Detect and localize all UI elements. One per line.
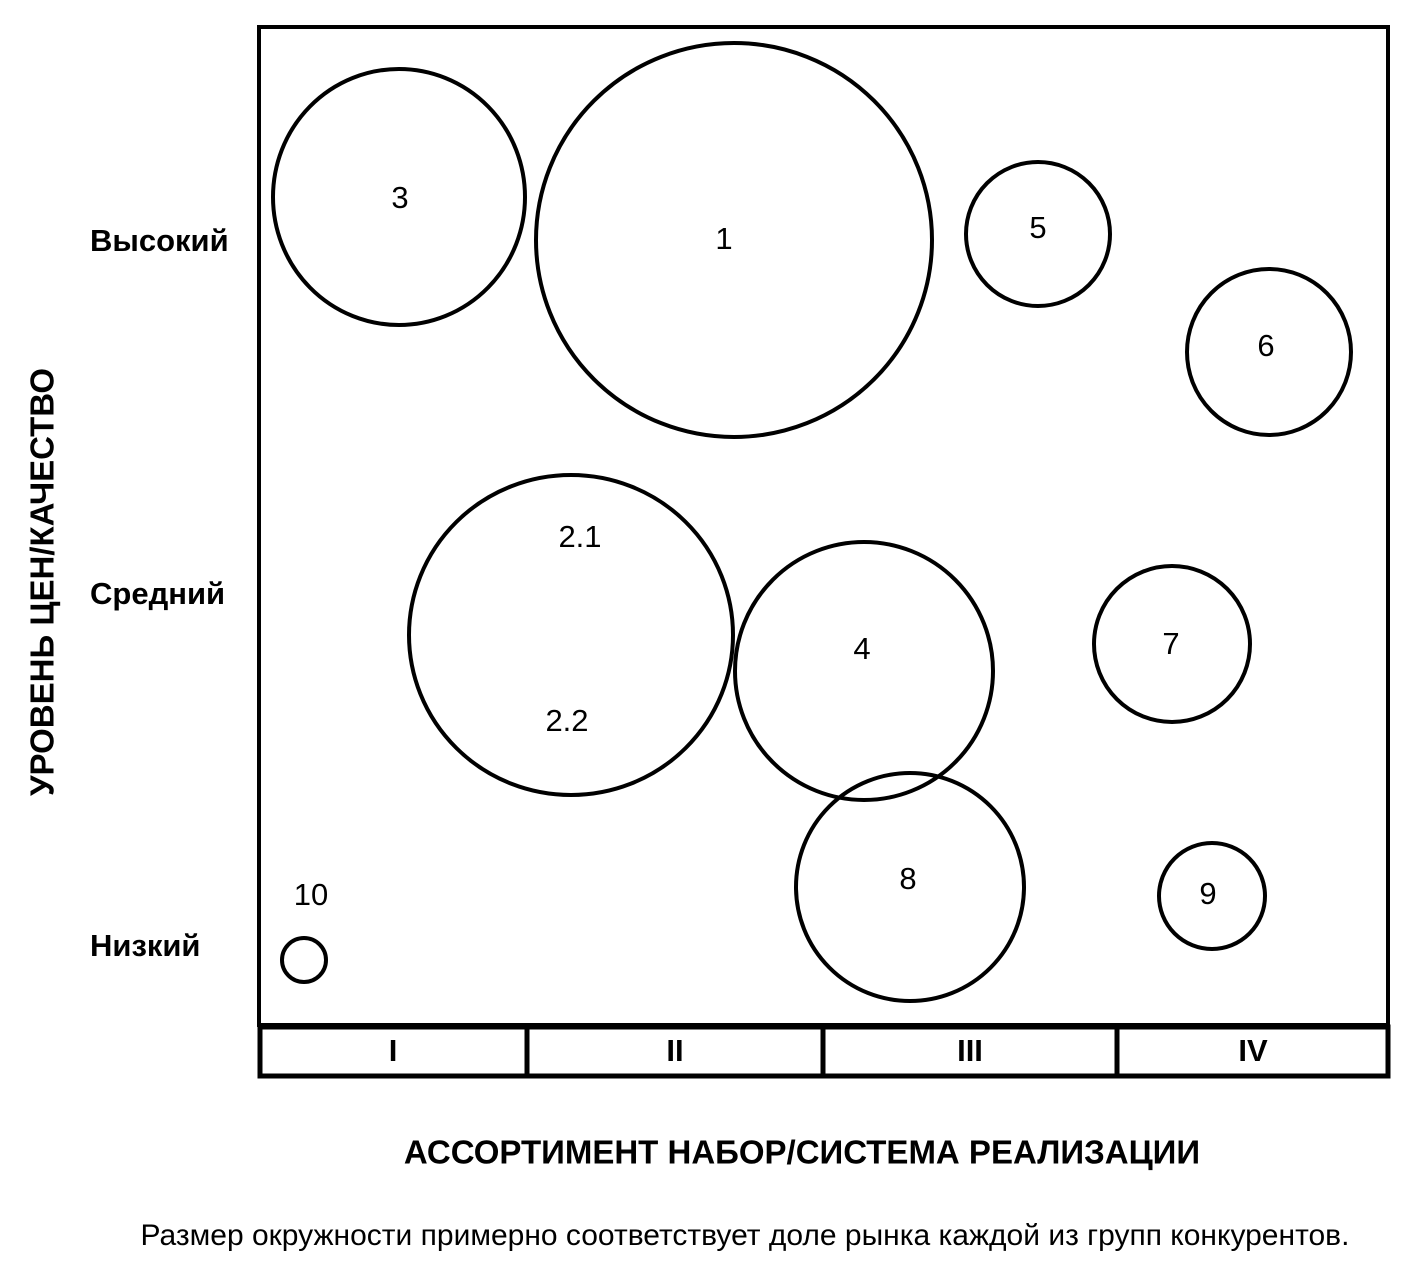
bubble-group-8: 8 [794,771,1026,1003]
y-axis-title: УРОВЕНЬ ЦЕН/КАЧЕСТВО [24,368,61,796]
segment-label-4: IV [1238,1033,1268,1068]
bubble-8-label: 8 [899,861,916,896]
bubble-group-10: 10 [280,877,328,984]
bubble-group-9: 9 [1157,841,1267,951]
bubble-4-label: 4 [853,631,870,666]
bubble-group-6: 6 [1185,267,1353,437]
x-axis-title: АССОРТИМЕНТ НАБОР/СИСТЕМА РЕАЛИЗАЦИИ [404,1134,1200,1171]
bubble-4-circle [733,540,995,802]
bubble-6-circle [1185,267,1353,437]
level-label-high: Высокий [90,223,229,258]
level-label-low: Низкий [90,928,200,963]
bubble-2-1-label: 2.1 [558,519,601,554]
bubble-7-circle [1092,564,1252,724]
bubble-group-1: 1 [534,41,934,439]
bubble-group-7: 7 [1092,564,1252,724]
bubble-group-5: 5 [964,160,1112,308]
caption: Размер окружности примерно соответствует… [141,1219,1350,1252]
bubble-3-label: 3 [391,180,408,215]
bubble-2-2-label: 2.2 [545,703,588,738]
bubble-group-3: 3 [271,67,527,327]
bubble-10-circle [280,936,328,984]
bubble-5-circle [964,160,1112,308]
segment-label-1: I [389,1033,398,1068]
plot-frame [257,25,1390,1027]
segment-strip: I II III IV [257,1024,1391,1079]
bubble-1-circle [534,41,934,439]
bubble-8-circle [794,771,1026,1003]
bubble-1-label: 1 [715,221,732,256]
bubble-6-label: 6 [1257,328,1274,363]
bubble-10-label: 10 [294,877,328,912]
bubble-9-label: 9 [1199,876,1216,911]
segment-label-3: III [957,1033,983,1068]
bubble-7-label: 7 [1162,626,1179,661]
segment-box-4 [1114,1024,1391,1079]
level-label-medium: Средний [90,576,225,611]
segment-label-2: II [666,1033,683,1068]
bubble-5-label: 5 [1029,210,1046,245]
bubble-group-2: 2.1 2.2 [407,473,735,797]
bubble-9-circle [1157,841,1267,951]
bubble-2-circle [407,473,735,797]
bubble-group-4: 4 [733,540,995,802]
bubble-3-circle [271,67,527,327]
